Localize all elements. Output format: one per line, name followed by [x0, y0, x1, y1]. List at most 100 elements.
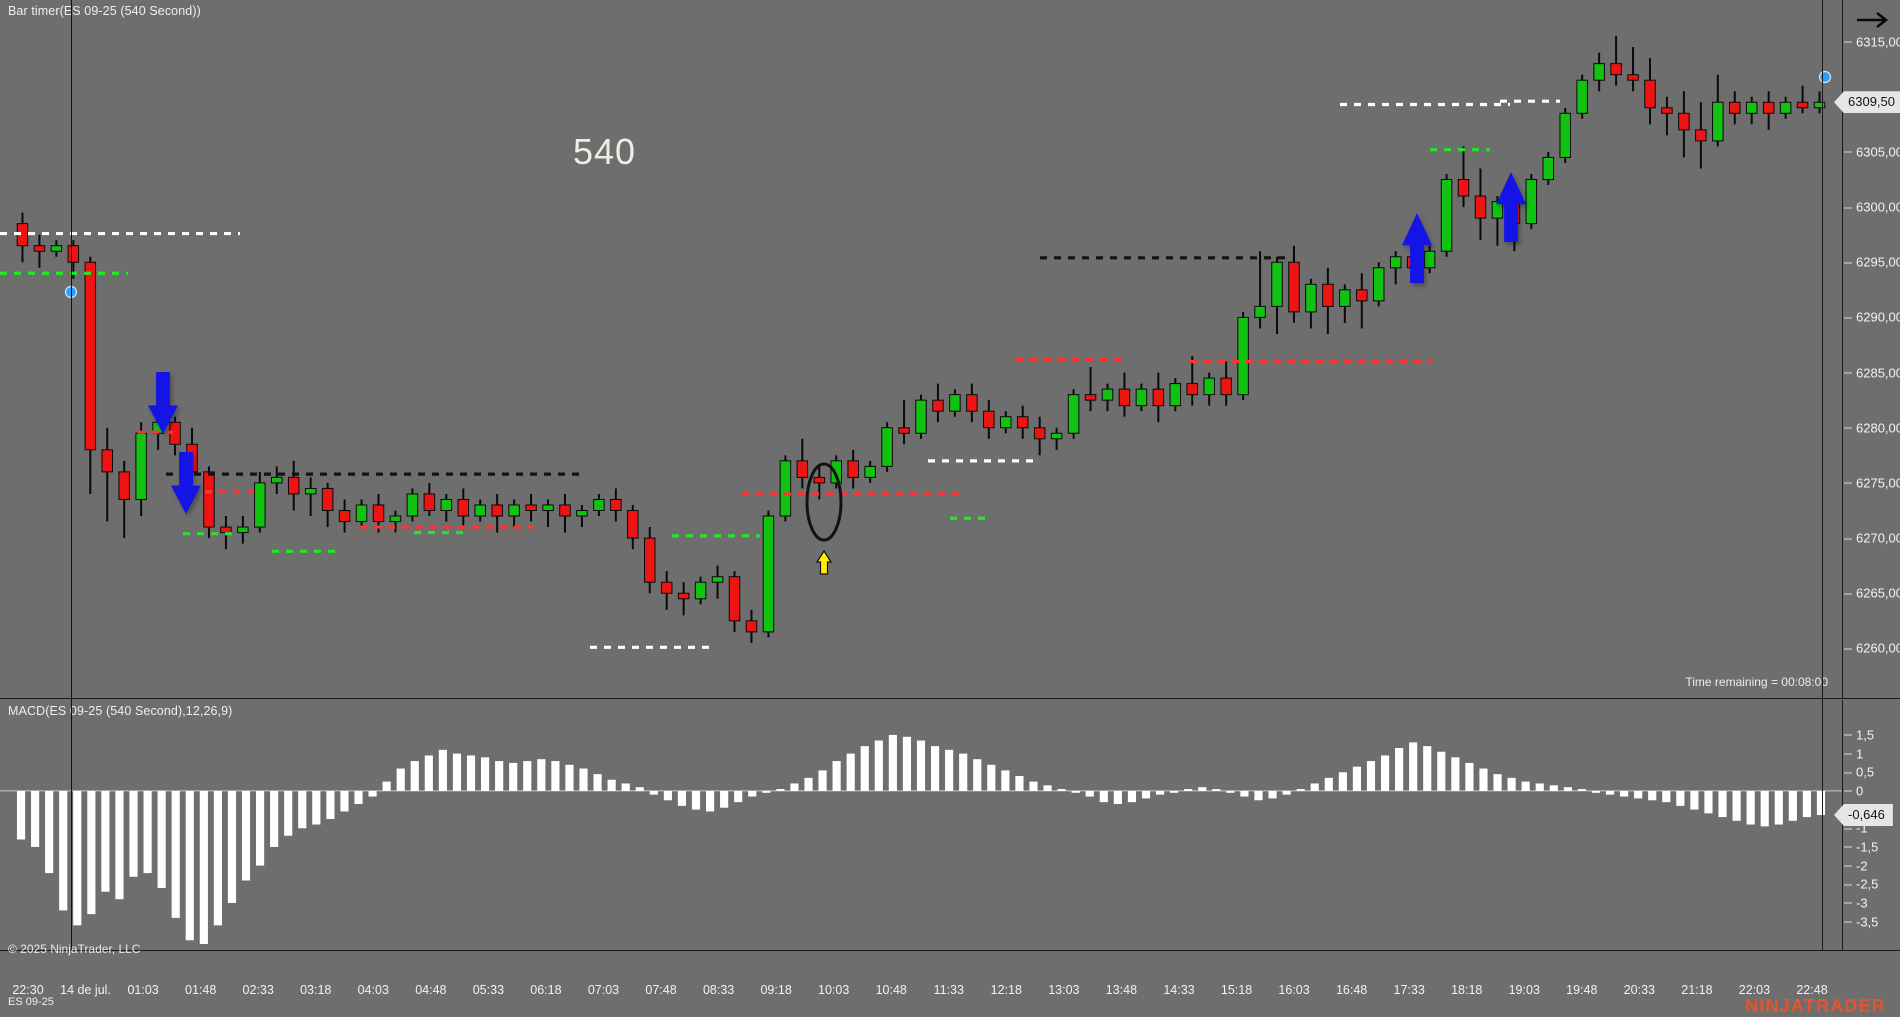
macd-histogram-bar: [1099, 790, 1108, 803]
macd-histogram-bar: [790, 783, 799, 791]
macd-histogram-bar: [1662, 790, 1671, 803]
macd-axis-line: [1842, 700, 1843, 950]
macd-histogram-canvas[interactable]: [0, 700, 1842, 950]
macd-histogram-bar: [1043, 785, 1052, 791]
macd-histogram-bar: [410, 761, 419, 791]
macd-histogram-bar: [1423, 746, 1432, 791]
macd-histogram-bar: [1577, 789, 1586, 791]
last-price-tag[interactable]: 6309,50: [1834, 91, 1900, 114]
macd-histogram-bar: [16, 790, 26, 840]
price-axis-tick: 6315,00: [1844, 34, 1900, 49]
time-axis-tick: 10:03: [818, 983, 850, 997]
time-axis-tick: 16:03: [1278, 983, 1310, 997]
candle-body-down: [1610, 63, 1622, 76]
time-axis-tick: 12:18: [990, 983, 1022, 997]
macd-histogram-bar: [1198, 787, 1207, 791]
candle-body-down: [1729, 101, 1741, 114]
candle-body-down: [660, 581, 673, 594]
entry-marker-arrow[interactable]: [815, 549, 833, 575]
macd-axis-tick: 0: [1844, 783, 1863, 798]
time-axis-tick: 14 de jul.: [60, 983, 111, 997]
macd-histogram-bar: [1690, 790, 1699, 810]
ninjatrader-brand-logo: NINJATRADER: [1745, 996, 1886, 1016]
candle-body-down: [1762, 101, 1775, 114]
candle-body-up: [1067, 394, 1080, 434]
candle-body-down: [1220, 377, 1232, 396]
price-axis-tick: 6285,00: [1844, 365, 1900, 380]
candle-body-up: [50, 245, 63, 252]
price-axis-tick: 6280,00: [1844, 420, 1900, 435]
candle-body-down: [1796, 101, 1809, 109]
macd-histogram-bar: [466, 755, 476, 791]
macd-axis-tick: -2: [1844, 858, 1868, 873]
candle-body-up: [576, 510, 588, 517]
candle-body-down: [983, 410, 995, 429]
time-axis-tick: 05:33: [472, 983, 505, 997]
time-axis-tick: 15:18: [1220, 983, 1253, 997]
macd-histogram-bar: [1816, 790, 1826, 816]
macd-histogram-bar: [663, 790, 672, 801]
time-axis-tick: 04:48: [415, 983, 447, 997]
macd-axis-tick: -3: [1844, 895, 1868, 910]
candle-body-down: [1644, 79, 1656, 109]
macd-histogram-bar: [1634, 790, 1643, 799]
macd-histogram-bar: [227, 790, 237, 903]
candle-body-up: [1372, 267, 1385, 302]
macd-value-tag[interactable]: -0,646: [1834, 804, 1893, 827]
candle-body-up: [1135, 388, 1148, 407]
macd-histogram-bar: [1352, 766, 1362, 791]
candle-body-down: [1457, 179, 1470, 197]
sell-signal-arrow-2[interactable]: [171, 452, 201, 514]
macd-histogram-bar: [1282, 790, 1291, 795]
sell-signal-arrow-1[interactable]: [148, 372, 178, 434]
macd-histogram-bar: [1155, 790, 1165, 795]
macd-histogram-bar: [677, 790, 687, 806]
macd-histogram-bar: [1001, 770, 1010, 791]
macd-histogram-bar: [1141, 790, 1151, 799]
macd-panel-title: MACD(ES 09-25 (540 Second),12,26,9): [8, 704, 233, 718]
candle-body-down: [966, 394, 978, 412]
macd-histogram-bar: [762, 790, 771, 793]
price-candles-canvas[interactable]: [0, 0, 1842, 698]
price-panel-title: Bar timer(ES 09-25 (540 Second)): [8, 4, 201, 18]
candle-body-up: [254, 482, 266, 528]
macd-histogram-bar: [1479, 768, 1488, 791]
candle-body-up: [864, 465, 876, 478]
macd-histogram-bar: [1704, 790, 1713, 814]
time-axis-tick: 01:48: [185, 983, 217, 997]
candle-body-down: [287, 476, 300, 495]
buy-signal-arrow-1[interactable]: [1402, 213, 1432, 283]
candle-body-up: [1745, 101, 1758, 114]
price-chart-panel[interactable]: Bar timer(ES 09-25 (540 Second)) 540 Tim…: [0, 0, 1900, 698]
macd-histogram-bar: [73, 790, 82, 926]
macd-histogram-bar: [241, 790, 251, 881]
macd-histogram-bar: [945, 749, 954, 791]
candle-body-up: [304, 487, 317, 495]
macd-histogram-bar: [1732, 790, 1741, 821]
candle-body-down: [1627, 74, 1639, 81]
macd-histogram-bar: [959, 753, 968, 791]
macd-histogram-bar: [1507, 777, 1516, 791]
candle-body-down: [203, 471, 215, 528]
candle-body-down: [1678, 112, 1690, 131]
price-axis-tick: 6260,00: [1844, 641, 1900, 656]
macd-histogram-bar: [1380, 755, 1390, 791]
macd-histogram-bar: [87, 790, 96, 915]
macd-histogram-bar: [438, 749, 447, 791]
macd-axis-tick: 0,5: [1844, 765, 1874, 780]
macd-histogram-bar: [1788, 790, 1797, 821]
chart-scroll-arrow-icon[interactable]: [1855, 10, 1895, 30]
macd-histogram-bar: [1451, 757, 1460, 791]
candle-body-up: [1440, 179, 1453, 252]
macd-histogram-bar: [1409, 742, 1418, 791]
macd-panel[interactable]: MACD(ES 09-25 (540 Second),12,26,9): [0, 700, 1900, 950]
macd-histogram-bar: [382, 781, 391, 791]
time-axis-tick: 19:03: [1508, 983, 1540, 997]
macd-axis-tick: -2,5: [1844, 877, 1878, 892]
highlighted-candle-ellipse[interactable]: [805, 462, 843, 542]
buy-signal-arrow-2[interactable]: [1496, 172, 1526, 242]
instrument-footer-label: ES 09-25: [8, 996, 54, 1008]
macd-histogram-bar: [593, 774, 602, 791]
candle-body-down: [321, 487, 334, 511]
